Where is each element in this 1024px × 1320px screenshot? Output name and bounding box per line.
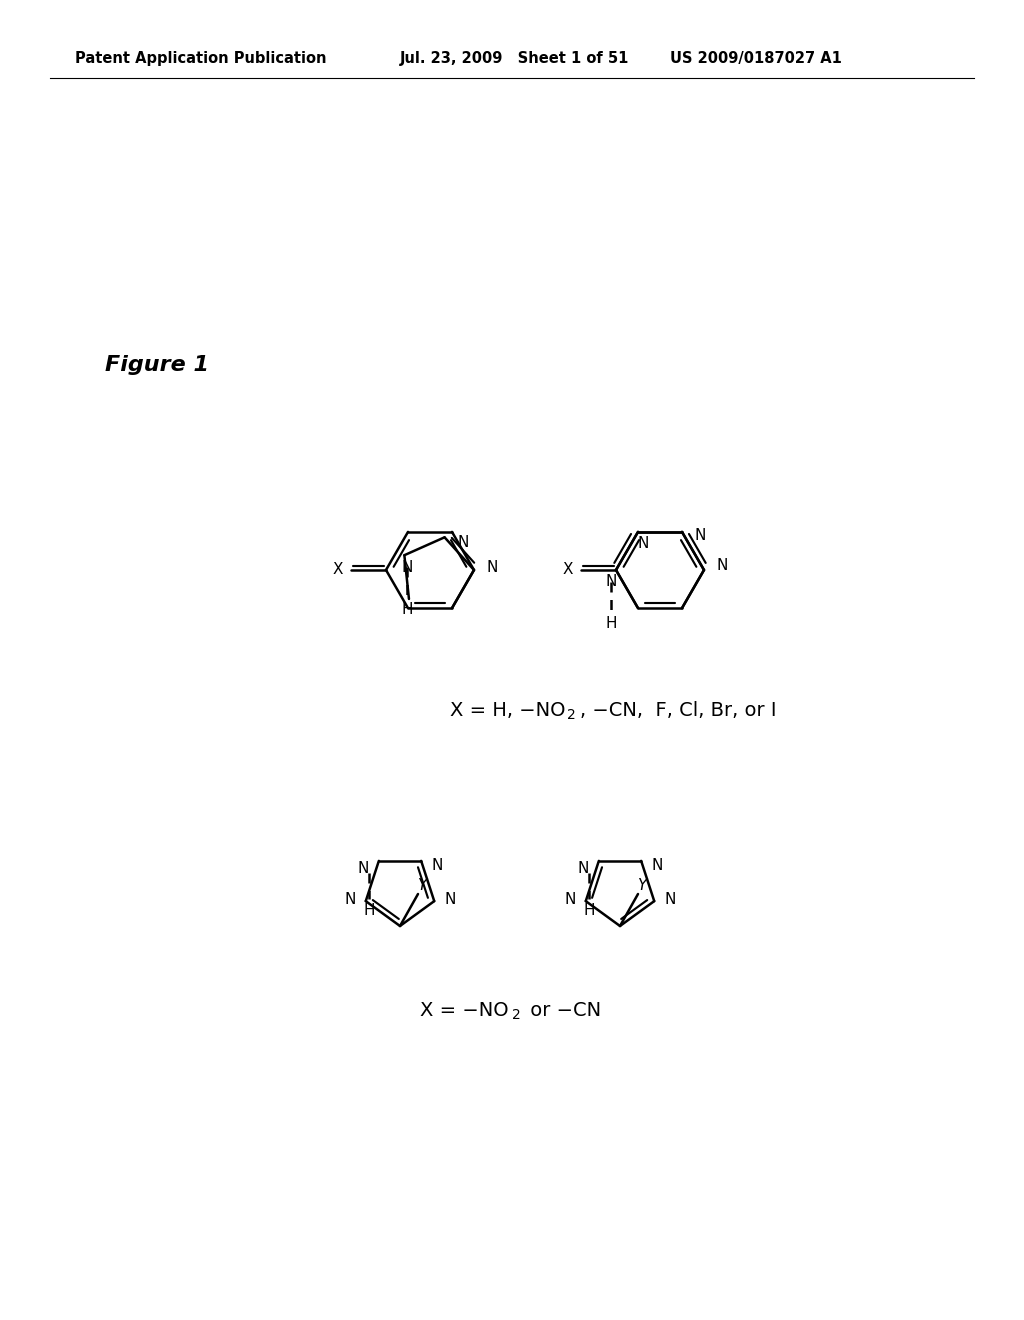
Text: H: H — [364, 903, 375, 919]
Text: X = H, −NO: X = H, −NO — [450, 701, 565, 719]
Text: 2: 2 — [567, 708, 575, 722]
Text: N: N — [578, 862, 589, 876]
Text: US 2009/0187027 A1: US 2009/0187027 A1 — [670, 50, 842, 66]
Text: X = −NO: X = −NO — [420, 1001, 509, 1019]
Text: H: H — [605, 616, 616, 631]
Text: N: N — [357, 862, 369, 876]
Text: N: N — [401, 560, 413, 574]
Text: Figure 1: Figure 1 — [105, 355, 209, 375]
Text: X: X — [333, 562, 343, 578]
Text: N: N — [716, 558, 727, 573]
Text: Jul. 23, 2009   Sheet 1 of 51: Jul. 23, 2009 Sheet 1 of 51 — [400, 50, 630, 66]
Text: Y: Y — [418, 879, 427, 894]
Text: N: N — [651, 858, 663, 874]
Text: N: N — [605, 574, 616, 590]
Text: H: H — [401, 602, 413, 616]
Text: , −CN,  F, Cl, Br, or I: , −CN, F, Cl, Br, or I — [580, 701, 776, 719]
Text: 2: 2 — [512, 1008, 521, 1022]
Text: N: N — [344, 891, 355, 907]
Text: X: X — [562, 562, 573, 578]
Text: N: N — [444, 891, 456, 907]
Text: N: N — [431, 858, 442, 874]
Text: N: N — [694, 528, 706, 544]
Text: or −CN: or −CN — [524, 1001, 601, 1019]
Text: N: N — [637, 536, 648, 552]
Text: N: N — [564, 891, 575, 907]
Text: Patent Application Publication: Patent Application Publication — [75, 50, 327, 66]
Text: Y: Y — [637, 879, 647, 894]
Text: H: H — [583, 903, 595, 919]
Text: N: N — [665, 891, 676, 907]
Text: N: N — [487, 560, 499, 574]
Text: N: N — [458, 535, 469, 550]
